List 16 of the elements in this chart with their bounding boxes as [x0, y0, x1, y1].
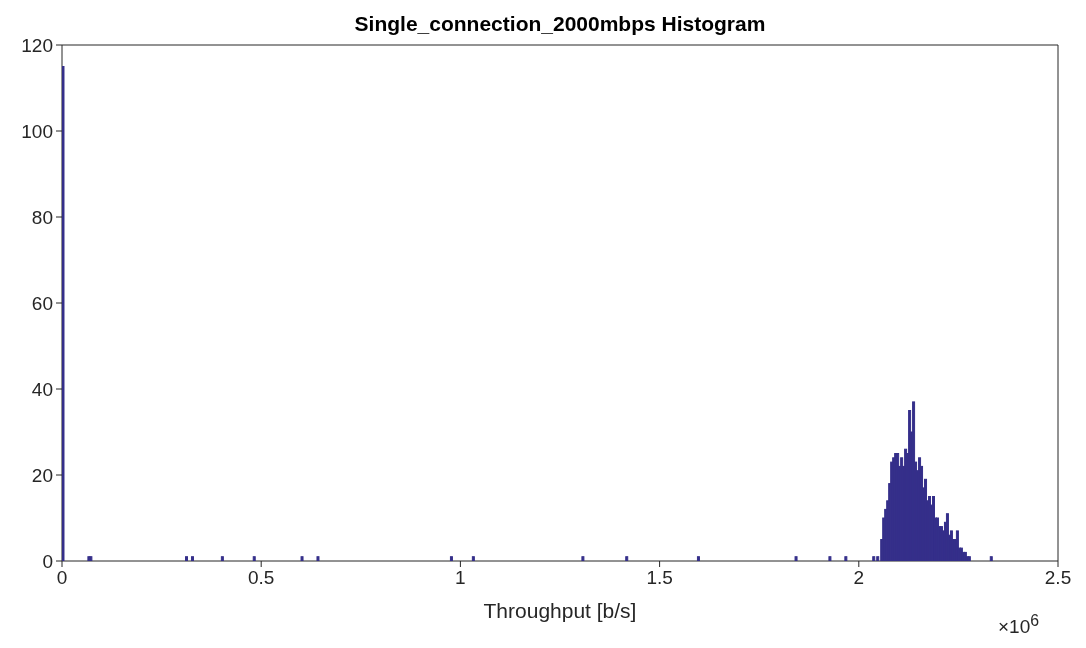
y-tick-label: 80: [31, 206, 53, 228]
x-axis-title: Throughput [b/s]: [483, 599, 637, 622]
x-tick-label: 2.5: [1044, 567, 1072, 589]
y-tick-label: 0: [42, 550, 53, 572]
x-tick-label: 1.5: [646, 567, 673, 589]
y-tick-label: 60: [31, 292, 53, 314]
x-tick-label: 0.5: [247, 567, 275, 589]
x-tick-label: 1: [455, 567, 466, 589]
text: ×10$^{6}$: [998, 612, 1040, 639]
x-tick-label: 2: [853, 567, 865, 589]
y-tick-label: 100: [21, 120, 53, 142]
y-tick-label: 40: [31, 378, 53, 400]
y-tick-label: 120: [21, 34, 53, 56]
chart-title: Single_connection_2000mbps Histogram: [353, 12, 767, 36]
x-tick-label: 0: [56, 567, 68, 589]
y-tick-label: 20: [31, 464, 53, 486]
